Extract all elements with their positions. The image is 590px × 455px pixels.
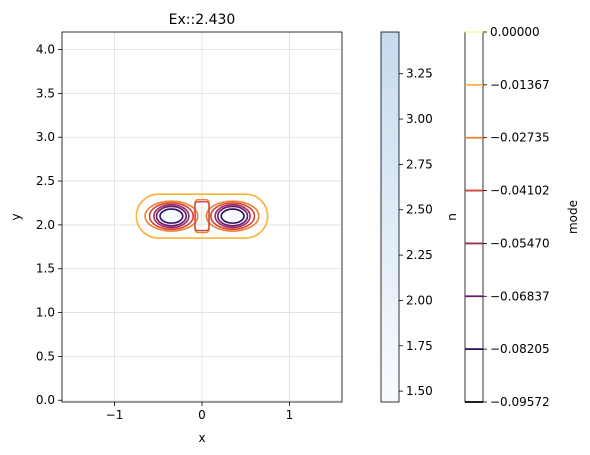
contour-line: [159, 208, 184, 224]
contour-line: [153, 203, 190, 229]
n-colorbar-tick-label: 2.00: [406, 293, 433, 307]
contour-line: [144, 200, 199, 232]
x-axis-label: x: [198, 431, 205, 445]
y-tick-label: 0.5: [36, 349, 55, 363]
contour-line: [214, 203, 251, 229]
y-tick-label: 3.5: [36, 86, 55, 100]
contour-line: [148, 202, 195, 231]
mode-colorbar-tick-label: −0.02735: [490, 131, 550, 145]
contour-line: [220, 208, 245, 224]
mode-colorbar-tick-label: 0.00000: [490, 25, 540, 39]
n-colorbar-tick-label: 1.75: [406, 339, 433, 353]
n-colorbar-tick-label: 2.50: [406, 203, 433, 217]
contour-line: [155, 205, 188, 227]
n-colorbar: [380, 31, 400, 403]
mode-colorbar: [464, 31, 484, 403]
mode-colorbar-tick-label: −0.04102: [490, 184, 550, 198]
y-tick-label: 1.0: [36, 306, 55, 320]
y-tick-label: 2.5: [36, 174, 55, 188]
mode-colorbar-tick-label: −0.05470: [490, 236, 550, 250]
x-tick-label: −1: [106, 408, 124, 422]
x-axis-ticks: −1 0 1: [106, 402, 294, 422]
x-tick-label: 0: [198, 408, 206, 422]
grid-lines: [62, 32, 342, 402]
contour-line: [135, 193, 269, 239]
chart-title: Ex::2.430: [169, 12, 236, 28]
mode-colorbar-tick-label: −0.08205: [490, 342, 550, 356]
mode-colorbar-tick-label: −0.09572: [490, 395, 550, 409]
n-colorbar-tick-label: 2.25: [406, 248, 433, 262]
y-tick-label: 3.0: [36, 130, 55, 144]
contour-line: [209, 202, 256, 231]
n-colorbar-label: n: [445, 213, 459, 221]
y-tick-label: 1.5: [36, 262, 55, 276]
n-colorbar-tick-label: 1.50: [406, 384, 433, 398]
mode-colorbar-tick-label: −0.06837: [490, 289, 550, 303]
mode-colorbar-ticks: 0.00000 −0.01367 −0.02735 −0.04102 −0.05470 −…: [465, 25, 550, 409]
n-colorbar-tick-label: 3.00: [406, 112, 433, 126]
mode-colorbar-label: mode: [566, 200, 580, 234]
y-axis-ticks: 0.0 0.5 1.0 1.5 2.0 2.5 3.0 3.5 4.0: [36, 43, 62, 407]
contour-lines: [135, 193, 269, 239]
contour-line: [194, 200, 210, 232]
y-axis-label: y: [9, 213, 23, 220]
y-tick-label: 2.0: [36, 218, 55, 232]
n-colorbar-ticks: 1.50 1.75 2.00 2.25 2.50 2.75 3.00 3.25: [399, 67, 433, 398]
y-tick-label: 4.0: [36, 43, 55, 57]
contour-line: [216, 205, 249, 227]
x-tick-label: 1: [286, 408, 294, 422]
y-tick-label: 0.0: [36, 393, 55, 407]
mode-colorbar-tick-label: −0.01367: [490, 78, 550, 92]
n-colorbar-tick-label: 2.75: [406, 157, 433, 171]
n-colorbar-tick-label: 3.25: [406, 67, 433, 81]
contour-line: [205, 200, 260, 232]
